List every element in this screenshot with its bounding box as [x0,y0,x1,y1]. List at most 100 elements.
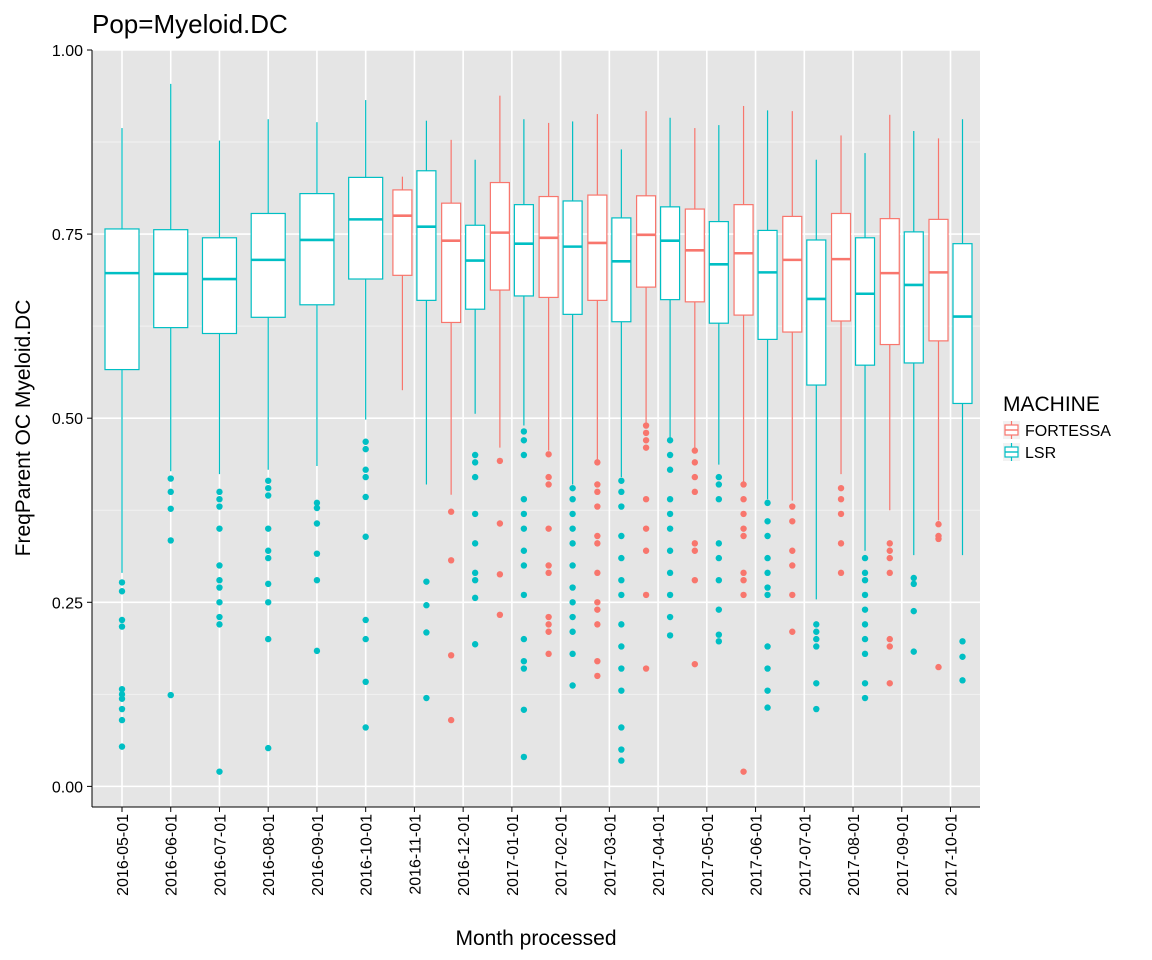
outlier-point [764,704,771,711]
box-iqr [903,231,924,364]
box-iqr [250,212,286,318]
outlier-point [594,672,601,680]
outlier-point [764,554,771,562]
outlier-point [362,678,369,686]
outlier-point [691,459,699,466]
x-tick-label: 2016-08-01 [261,814,278,896]
outlier-point [265,484,272,492]
outlier-point [618,665,625,672]
outlier-point [545,613,552,621]
box-lsr-2016-07-01 [201,140,238,775]
outlier-point [569,613,576,621]
outlier-point [167,537,174,544]
box-iqr [830,212,852,322]
outlier-point [265,492,272,499]
outlier-point [167,475,174,482]
outlier-point [594,503,601,510]
outlier-point [861,576,869,584]
outlier-point [618,724,625,731]
outlier-point [789,562,796,569]
outlier-point [594,459,601,466]
outlier-point [935,521,942,528]
outlier-point [837,495,845,503]
y-tick-label: 1.00 [52,43,83,60]
box-lsr-2017-05-01 [708,125,729,645]
outlier-point [520,753,528,761]
outlier-point [520,635,528,643]
x-tick-label: 2016-10-01 [359,814,376,896]
outlier-point [520,495,528,503]
x-tick-label: 2017-07-01 [797,814,814,896]
outlier-point [691,540,699,547]
box-lsr-2017-01-01 [513,119,534,761]
x-tick-label: 2016-05-01 [115,814,132,896]
outlier-point [642,547,650,554]
outlier-point [569,540,576,547]
outlier-point [813,680,820,687]
outlier-point [813,705,820,713]
outlier-point [447,652,455,659]
outlier-point [715,540,723,547]
outlier-point [520,525,528,532]
outlier-point [520,657,528,665]
box-iqr [562,200,583,315]
outlier-point [265,599,272,606]
outlier-point [715,631,723,638]
outlier-point [764,518,771,525]
outlier-point [569,525,576,532]
outlier-point [642,422,650,429]
outlier-point [216,576,223,584]
box-fortessa-2017-02-01 [538,122,559,658]
outlier-point [313,499,321,507]
outlier-point [861,554,869,562]
outlier-point [471,540,479,547]
outlier-point [740,768,747,775]
outlier-point [545,451,552,458]
box-lsr-2016-06-01 [153,83,189,699]
outlier-point [886,635,893,643]
outlier-point [618,591,625,599]
outlier-point [740,591,747,599]
outlier-point [569,510,576,518]
box-iqr [635,195,657,288]
outlier-point [471,473,479,481]
box-iqr [153,229,189,329]
outlier-point [691,547,699,554]
box-lsr-2017-06-01 [757,110,778,711]
box-iqr [587,194,608,301]
outlier-point [837,510,845,518]
outlier-point [691,660,699,668]
outlier-point [265,547,272,554]
outlier-point [496,520,504,527]
outlier-point [837,569,845,577]
outlier-point [691,473,699,481]
outlier-point [959,653,966,660]
outlier-point [618,532,625,540]
box-lsr-2016-10-01 [348,100,384,731]
outlier-point [313,504,321,512]
outlier-point [216,562,223,569]
outlier-point [362,438,369,445]
x-tick-label: 2017-03-01 [602,814,619,896]
box-lsr-2017-08-01 [854,153,876,702]
outlier-point [569,495,576,503]
outlier-point [594,657,601,665]
outlier-point [265,580,272,588]
outlier-point [715,576,723,584]
outlier-point [118,579,126,586]
box-iqr [104,228,140,371]
outlier-point [216,621,223,628]
outlier-point [618,576,625,584]
outlier-point [740,576,747,584]
outlier-point [666,495,674,503]
x-tick-label: 2017-05-01 [700,814,717,896]
outlier-point [594,532,601,540]
box-iqr [465,224,486,310]
outlier-point [910,580,917,588]
outlier-point [886,554,893,562]
outlier-point [362,493,369,501]
x-tick-label: 2017-04-01 [651,814,668,896]
x-tick-label: 2017-09-01 [895,814,912,896]
outlier-point [265,525,272,532]
outlier-point [447,508,455,515]
